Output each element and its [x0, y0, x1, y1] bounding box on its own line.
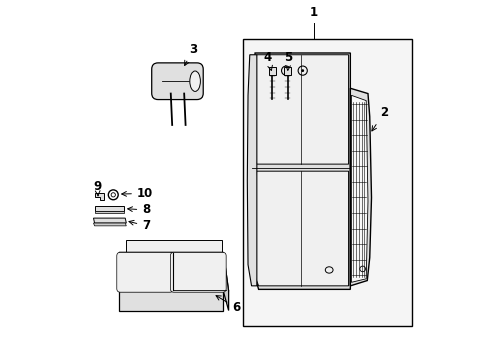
- FancyBboxPatch shape: [284, 67, 290, 75]
- Polygon shape: [126, 240, 221, 252]
- Polygon shape: [94, 207, 123, 211]
- FancyBboxPatch shape: [151, 63, 203, 100]
- Circle shape: [284, 69, 287, 72]
- FancyBboxPatch shape: [170, 252, 225, 292]
- Polygon shape: [94, 211, 123, 213]
- Polygon shape: [119, 252, 228, 291]
- Polygon shape: [223, 252, 228, 311]
- Text: 3: 3: [184, 43, 197, 66]
- Polygon shape: [93, 218, 126, 223]
- FancyBboxPatch shape: [269, 67, 275, 75]
- Polygon shape: [351, 95, 367, 282]
- Polygon shape: [249, 53, 349, 289]
- Text: 5: 5: [284, 51, 292, 70]
- FancyBboxPatch shape: [117, 252, 173, 292]
- Polygon shape: [252, 171, 348, 286]
- Polygon shape: [349, 88, 371, 286]
- Polygon shape: [247, 55, 256, 286]
- Polygon shape: [94, 193, 104, 200]
- Text: 4: 4: [263, 51, 272, 71]
- Text: 2: 2: [371, 107, 387, 131]
- Polygon shape: [93, 223, 126, 226]
- Ellipse shape: [189, 71, 200, 91]
- Circle shape: [301, 69, 304, 72]
- Text: 8: 8: [127, 203, 150, 216]
- Text: 1: 1: [309, 6, 317, 19]
- Polygon shape: [119, 291, 223, 311]
- Text: 9: 9: [93, 180, 102, 196]
- Text: 7: 7: [129, 219, 150, 232]
- Text: 6: 6: [216, 296, 240, 314]
- Polygon shape: [242, 39, 411, 327]
- Polygon shape: [251, 55, 348, 164]
- Text: 10: 10: [122, 187, 153, 200]
